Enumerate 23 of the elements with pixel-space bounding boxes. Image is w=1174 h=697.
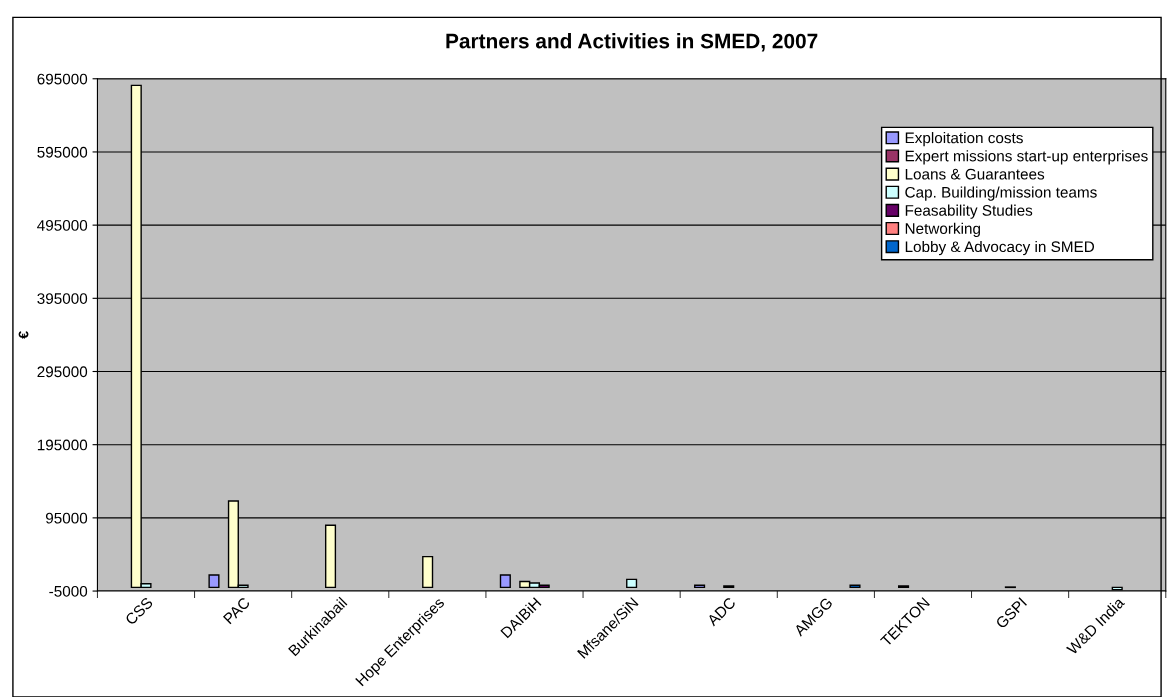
legend-label: Expert missions start-up enterprises <box>905 150 1148 165</box>
y-tick-label: 95000 <box>45 512 88 524</box>
y-tick-label: 695000 <box>37 73 88 85</box>
y-tick-label: 495000 <box>37 220 88 231</box>
y-tick-label: 195000 <box>37 439 88 451</box>
y-tick-label: 395000 <box>37 293 88 304</box>
bar <box>626 578 638 589</box>
y-tick-label: -5000 <box>49 585 88 597</box>
legend-label: Lobby & Advocacy in SMED <box>905 240 1095 256</box>
legend-label: Feasability Studies <box>905 204 1033 219</box>
legend-label: Networking <box>905 222 980 237</box>
bar <box>422 555 434 589</box>
y-axis-title: € <box>18 331 29 339</box>
y-tick-label: 595000 <box>37 146 88 158</box>
bar <box>499 574 511 589</box>
y-tick-label: 295000 <box>37 366 88 378</box>
legend-label: Loans & Guarantees <box>905 168 1045 180</box>
legend-label: Cap. Building/mission teams <box>905 186 1097 201</box>
bar <box>849 584 861 589</box>
chart-title: Partners and Activities in SMED, 2007 <box>446 33 818 52</box>
bar <box>324 524 337 589</box>
legend-label: Exploitation costs <box>905 132 1023 147</box>
bar <box>208 574 220 589</box>
